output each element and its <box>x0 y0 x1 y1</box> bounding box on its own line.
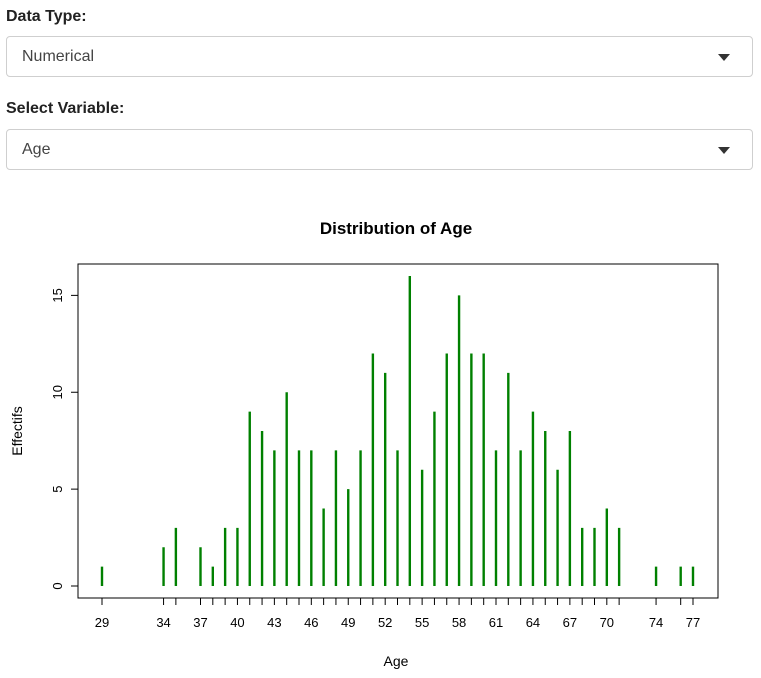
variable-selected-value: Age <box>22 141 51 158</box>
x-axis: 29 34 37 40 43 46 49 52 55 58 61 64 67 70 74 77 <box>95 597 700 630</box>
y-axis-label: Effectifs <box>9 406 25 456</box>
x-tick-label: 77 <box>686 615 700 630</box>
x-axis-label: Age <box>384 653 409 669</box>
chevron-down-icon <box>718 147 730 154</box>
y-tick-label: 0 <box>50 582 65 589</box>
data-type-label: Data Type: <box>6 8 87 25</box>
age-distribution-chart: Distribution of Age 0 5 10 15 29 34 37 40 43 46 4… <box>9 219 719 669</box>
y-axis: 0 5 10 15 <box>50 288 79 590</box>
x-tick-label: 43 <box>267 615 281 630</box>
variable-select[interactable]: Age <box>6 129 753 170</box>
x-tick-label: 67 <box>563 615 577 630</box>
data-type-select[interactable]: Numerical <box>6 36 753 77</box>
x-tick-label: 52 <box>378 615 392 630</box>
x-tick-label: 37 <box>193 615 207 630</box>
chevron-down-icon <box>718 54 730 61</box>
y-tick-label: 5 <box>50 486 65 493</box>
bars <box>100 276 695 586</box>
x-tick-label: 55 <box>415 615 429 630</box>
y-tick-label: 15 <box>50 288 65 302</box>
chart-title: Distribution of Age <box>320 219 472 238</box>
x-tick-label: 64 <box>526 615 540 630</box>
select-variable-label: Select Variable: <box>6 100 125 117</box>
x-tick-label: 29 <box>95 615 109 630</box>
x-tick-label: 49 <box>341 615 355 630</box>
x-tick-label: 40 <box>230 615 244 630</box>
x-tick-label: 70 <box>600 615 614 630</box>
x-tick-label: 58 <box>452 615 466 630</box>
x-tick-label: 34 <box>156 615 170 630</box>
x-tick-label: 74 <box>649 615 663 630</box>
y-tick-label: 10 <box>50 385 65 399</box>
x-tick-label: 46 <box>304 615 318 630</box>
data-type-selected-value: Numerical <box>22 48 95 65</box>
x-tick-label: 61 <box>489 615 503 630</box>
